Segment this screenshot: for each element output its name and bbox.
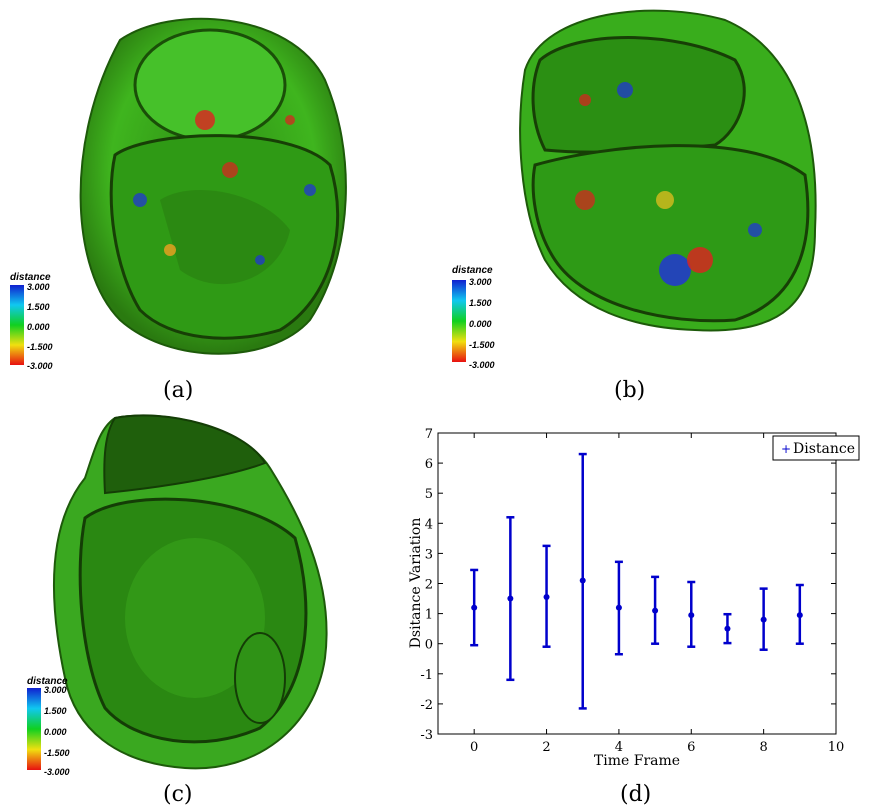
x-tick-label: 8 [759, 740, 767, 755]
y-tick-label: 2 [425, 578, 433, 593]
colorbar-title-a: distance [10, 272, 51, 283]
heart-mesh-a [79, 17, 347, 355]
y-tick-label: -2 [420, 698, 433, 713]
data-point [471, 604, 478, 611]
colorbar-a [10, 285, 24, 365]
x-tick-label: 0 [470, 740, 478, 755]
data-point [507, 595, 514, 602]
colorbar-tick-b-1: 1.500 [469, 298, 492, 308]
colorbar-tick-a-1: 1.500 [27, 302, 50, 312]
colorbar-title-c: distance [27, 676, 68, 687]
colorbar-b [452, 280, 466, 362]
colorbar-tick-c-2: 0.000 [44, 727, 67, 737]
colorbar-tick-b-4: -3.000 [469, 360, 495, 370]
y-tick-label: 5 [425, 487, 433, 502]
data-point [652, 607, 659, 614]
colorbar-tick-c-1: 1.500 [44, 706, 67, 716]
colorbar-tick-b-3: -1.500 [469, 340, 495, 350]
colorbar-tick-c-4: -3.000 [44, 767, 70, 777]
caption-b: (b) [614, 378, 646, 403]
y-tick-label: 7 [425, 427, 433, 442]
caption-a: (a) [163, 378, 194, 403]
legend: + Distance [772, 435, 860, 461]
colorbar-title-b: distance [452, 265, 493, 276]
mesh-panel-b [515, 0, 825, 345]
x-tick-label: 2 [542, 740, 550, 755]
mesh-panel-c [45, 408, 345, 773]
colorbar-tick-a-4: -3.000 [27, 361, 53, 371]
x-tick-label: 10 [828, 740, 845, 755]
x-tick-label: 6 [687, 740, 695, 755]
caption-d: (d) [620, 782, 652, 807]
legend-label: Distance [793, 441, 855, 457]
y-axis-label: Dsitance Variation [408, 518, 424, 649]
caption-c: (c) [163, 782, 193, 807]
y-tick-label: 0 [425, 638, 433, 653]
x-axis-label: Time Frame [594, 753, 680, 769]
legend-box [772, 435, 860, 461]
colorbar-tick-c-0: 3.000 [44, 685, 67, 695]
y-tick-label: 6 [425, 457, 433, 472]
y-tick-label: -3 [420, 728, 433, 743]
colorbar-tick-c-3: -1.500 [44, 748, 70, 758]
data-point [543, 594, 550, 601]
y-tick-label: 1 [425, 608, 433, 623]
colorbar-c [27, 688, 41, 770]
data-point [760, 616, 767, 623]
data-point [724, 625, 731, 632]
colorbar-tick-a-2: 0.000 [27, 322, 50, 332]
y-tick-label: 4 [425, 517, 433, 532]
colorbar-tick-b-2: 0.000 [469, 319, 492, 329]
heart-mesh-c [53, 414, 328, 770]
legend-marker: + [781, 442, 791, 456]
colorbar-tick-a-3: -1.500 [27, 342, 53, 352]
data-point [579, 577, 586, 584]
data-point [796, 612, 803, 619]
heart-mesh-b [519, 9, 817, 332]
mesh-panel-a [60, 0, 360, 370]
y-tick-label: -1 [420, 668, 433, 683]
x-tick-label: 4 [615, 740, 623, 755]
plot-area [437, 432, 837, 735]
data-point [615, 604, 622, 611]
colorbar-tick-b-0: 3.000 [469, 277, 492, 287]
colorbar-tick-a-0: 3.000 [27, 282, 50, 292]
data-point [688, 612, 695, 619]
y-tick-label: 3 [425, 547, 433, 562]
errorbar-chart: -3 -2 -1 0 1 2 3 4 5 6 7 0 2 4 6 8 10 Time Frame Dsitanc… [408, 427, 860, 769]
